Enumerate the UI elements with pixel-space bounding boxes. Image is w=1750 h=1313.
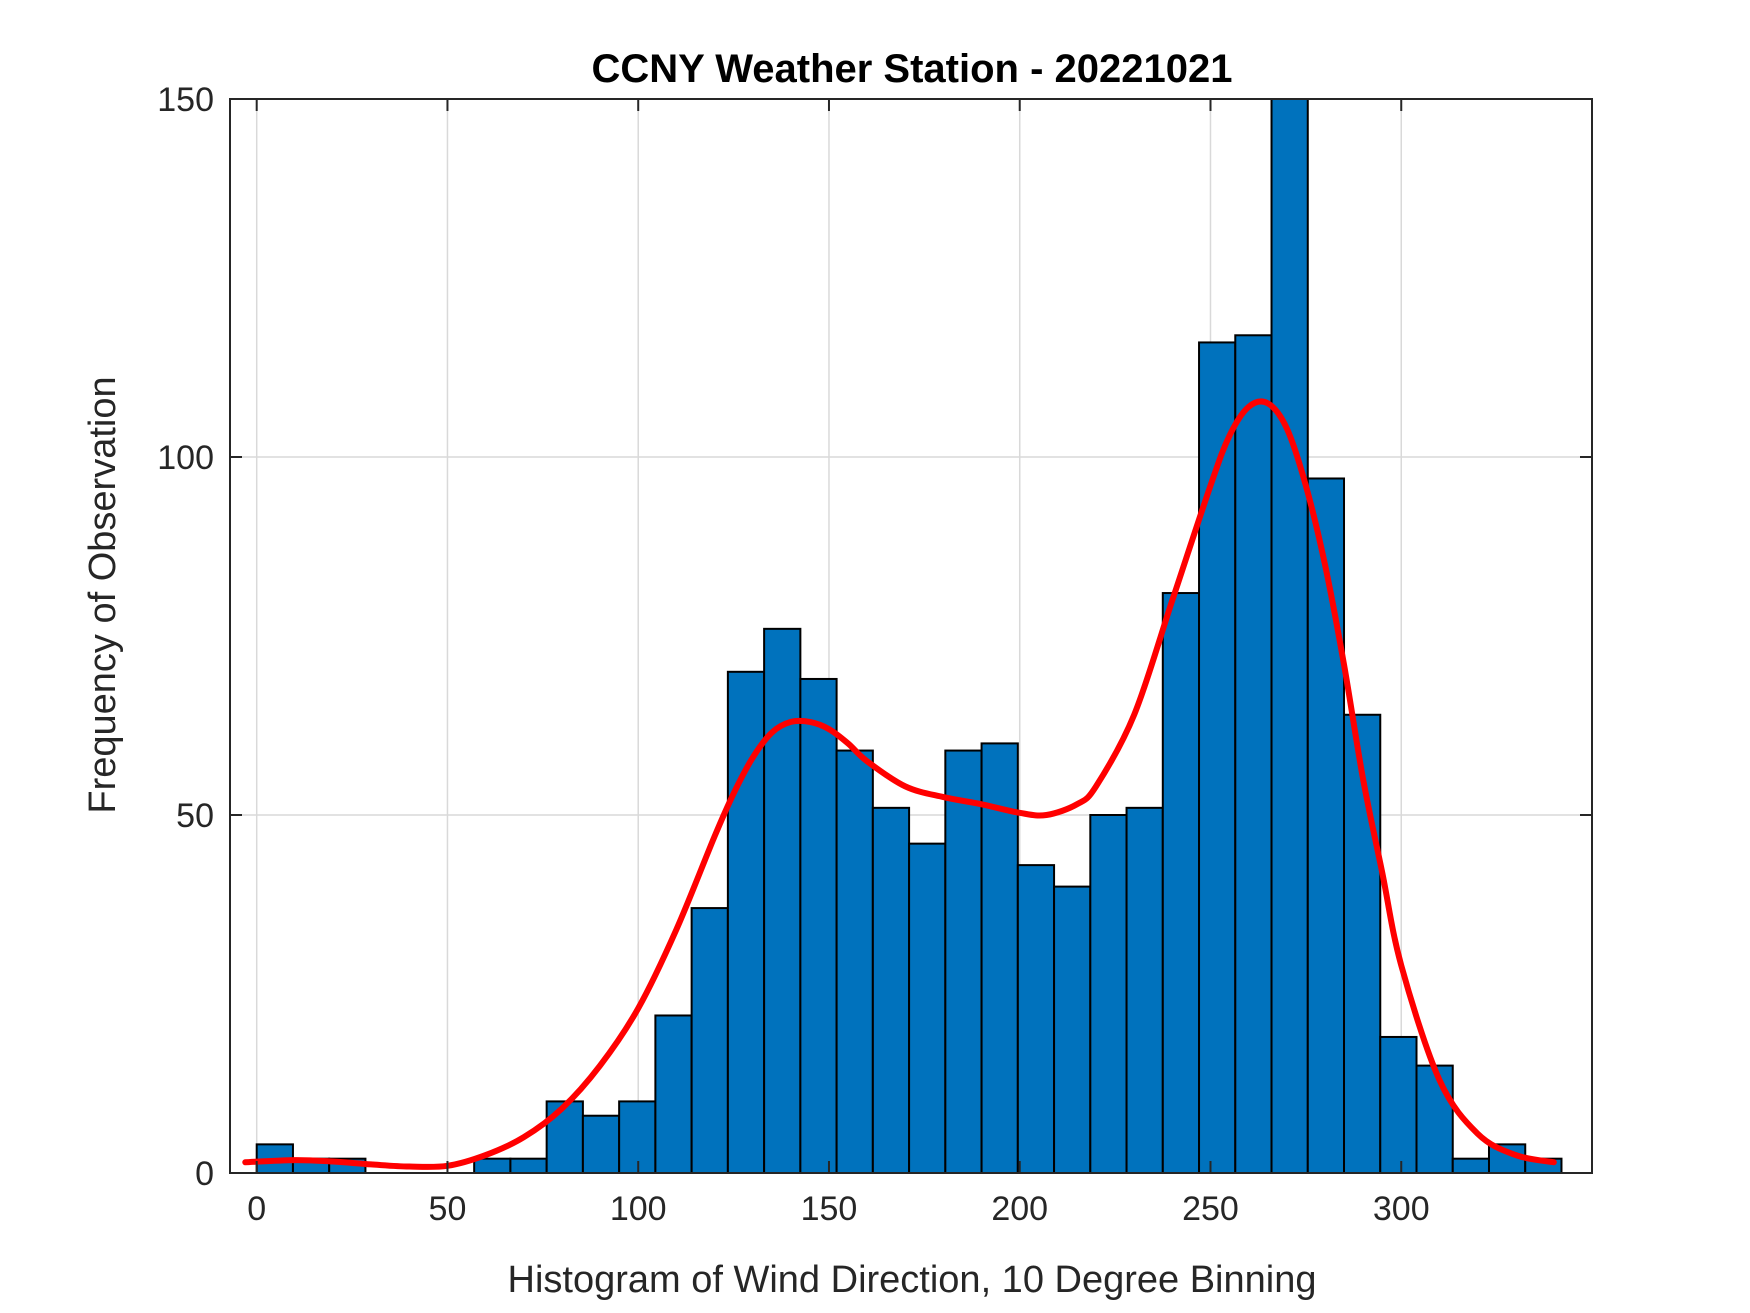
histogram-bar xyxy=(726,670,766,1174)
x-tick-label: 50 xyxy=(429,1190,467,1228)
y-axis-title: Frequency of Observation xyxy=(82,376,124,813)
x-tick-label: 100 xyxy=(610,1190,667,1228)
histogram-bar xyxy=(799,677,838,1175)
axes-box xyxy=(229,98,1593,1174)
histogram-bar xyxy=(581,1114,621,1174)
histogram-bar xyxy=(1053,885,1092,1174)
x-tick-label: 250 xyxy=(1182,1190,1239,1228)
histogram-bar xyxy=(1198,341,1237,1174)
histogram-bar xyxy=(1379,1035,1418,1174)
histogram-bar xyxy=(1089,814,1128,1174)
x-tick-label: 150 xyxy=(801,1190,858,1228)
x-axis-title: Histogram of Wind Direction, 10 Degree B… xyxy=(508,1259,1317,1301)
histogram-bar xyxy=(1016,864,1056,1174)
histogram-bar xyxy=(1125,806,1164,1175)
histogram-bar xyxy=(1415,1064,1454,1174)
x-tick-label: 200 xyxy=(991,1190,1048,1228)
histogram-bar xyxy=(871,806,911,1175)
chart-title: CCNY Weather Station - 20221021 xyxy=(592,47,1233,91)
histogram-bar xyxy=(1343,713,1382,1174)
histogram-bars xyxy=(255,98,1563,1175)
histogram-bar xyxy=(690,907,729,1175)
x-tick-labels: 0 50 100 150 200 250 300 xyxy=(247,1190,1429,1228)
y-tick-label: 150 xyxy=(157,81,214,119)
histogram-bar xyxy=(1234,334,1273,1174)
histogram-bar xyxy=(473,1157,512,1175)
histogram-bar xyxy=(545,1100,584,1175)
tick-marks xyxy=(230,98,1592,1174)
histogram-bar xyxy=(654,1014,693,1174)
histogram-bar xyxy=(1161,592,1201,1174)
histogram-bar xyxy=(763,627,802,1174)
histogram-bar xyxy=(835,749,874,1174)
histogram-bar xyxy=(944,749,983,1174)
y-tick-label: 100 xyxy=(157,439,214,477)
histogram-bar xyxy=(908,842,947,1174)
y-tick-label: 50 xyxy=(176,797,214,835)
x-tick-label: 300 xyxy=(1373,1190,1430,1228)
histogram-bar xyxy=(1451,1157,1490,1175)
y-tick-label: 0 xyxy=(195,1155,214,1193)
histogram-bar xyxy=(1270,98,1309,1174)
histogram-bar xyxy=(509,1157,548,1175)
x-tick-label: 0 xyxy=(247,1190,266,1228)
fit-curve xyxy=(242,398,1557,1171)
y-tick-labels: 0 50 100 150 xyxy=(157,81,214,1193)
